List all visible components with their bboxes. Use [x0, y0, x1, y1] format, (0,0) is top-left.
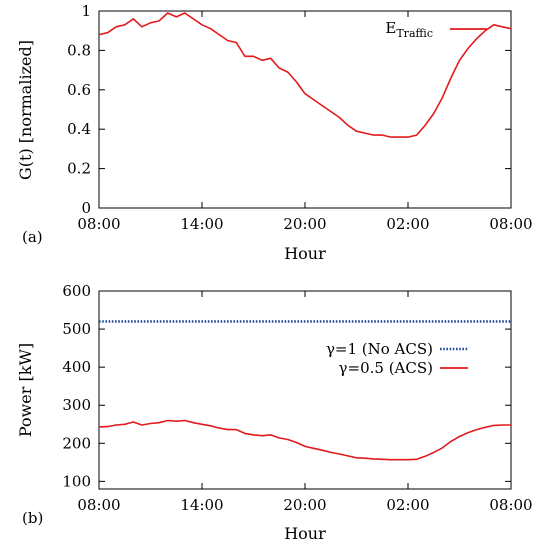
plot-frame-a [98, 10, 512, 209]
x-tick-label-b: 08:00 [489, 496, 532, 514]
y-tick-label-a: 0.6 [67, 81, 91, 99]
legend-b: γ=1 (No ACS) γ=0.5 (ACS) [326, 340, 468, 377]
y-tick-label-b: 600 [62, 282, 91, 300]
x-tick-label-a: 08:00 [489, 215, 532, 233]
y-tick-label-a: 0.2 [67, 160, 91, 178]
y-tick-label-a: 1 [81, 2, 91, 20]
legend-label-acs: γ=0.5 (ACS) [339, 359, 433, 377]
legend-a: ETraffic [385, 19, 487, 40]
panel-label-a: (a) [22, 228, 43, 246]
x-tick-label-b: 08:00 [77, 496, 120, 514]
x-tick-label-a: 14:00 [180, 215, 223, 233]
y-tick-label-a: 0.8 [67, 41, 91, 59]
x-axis-label-a: Hour [284, 244, 326, 263]
x-tick-label-b: 14:00 [180, 496, 223, 514]
x-axis-a: 08:00 14:00 20:00 02:00 08:00 [77, 11, 533, 233]
y-axis-label-b: Power [kW] [16, 343, 35, 437]
x-tick-label-b: 02:00 [386, 496, 429, 514]
y-axis-label-a: G(t) [normalized] [16, 40, 35, 180]
x-tick-label-b: 20:00 [283, 496, 326, 514]
y-axis-a: 0 0.2 0.4 0.6 0.8 1 [67, 2, 511, 217]
x-axis-label-b: Hour [284, 524, 326, 543]
y-tick-label-b: 200 [62, 434, 91, 452]
panel-label-b: (b) [22, 509, 43, 527]
y-tick-label-b: 500 [62, 320, 91, 338]
x-tick-label-a: 20:00 [283, 215, 326, 233]
x-tick-label-a: 02:00 [386, 215, 429, 233]
x-axis-b: 08:00 14:00 20:00 02:00 08:00 [77, 291, 533, 514]
y-tick-label-a: 0 [81, 199, 91, 217]
plot-lines-a [98, 12, 512, 138]
y-tick-label-b: 100 [62, 472, 91, 490]
panel-b: 08:00 14:00 20:00 02:00 08:00 100 200 300 400 50… [16, 282, 533, 543]
series-line-b-1 [98, 419, 511, 461]
legend-label-no-acs: γ=1 (No ACS) [326, 340, 433, 358]
legend-label-traffic-sub: Traffic [396, 27, 433, 40]
legend-label-traffic-main: E [385, 19, 396, 37]
legend-label-traffic: ETraffic [385, 19, 433, 40]
y-tick-label-b: 300 [62, 396, 91, 414]
y-tick-label-b: 400 [62, 358, 91, 376]
plot-lines-b [98, 320, 511, 461]
panel-a: 08:00 14:00 20:00 02:00 08:00 0 0.2 0.4 0.6 0.8 1… [16, 2, 533, 263]
x-tick-label-a: 08:00 [77, 215, 120, 233]
y-axis-b: 100 200 300 400 500 600 [62, 282, 511, 490]
series-line-a-0 [98, 12, 512, 138]
y-tick-label-a: 0.4 [67, 120, 91, 138]
